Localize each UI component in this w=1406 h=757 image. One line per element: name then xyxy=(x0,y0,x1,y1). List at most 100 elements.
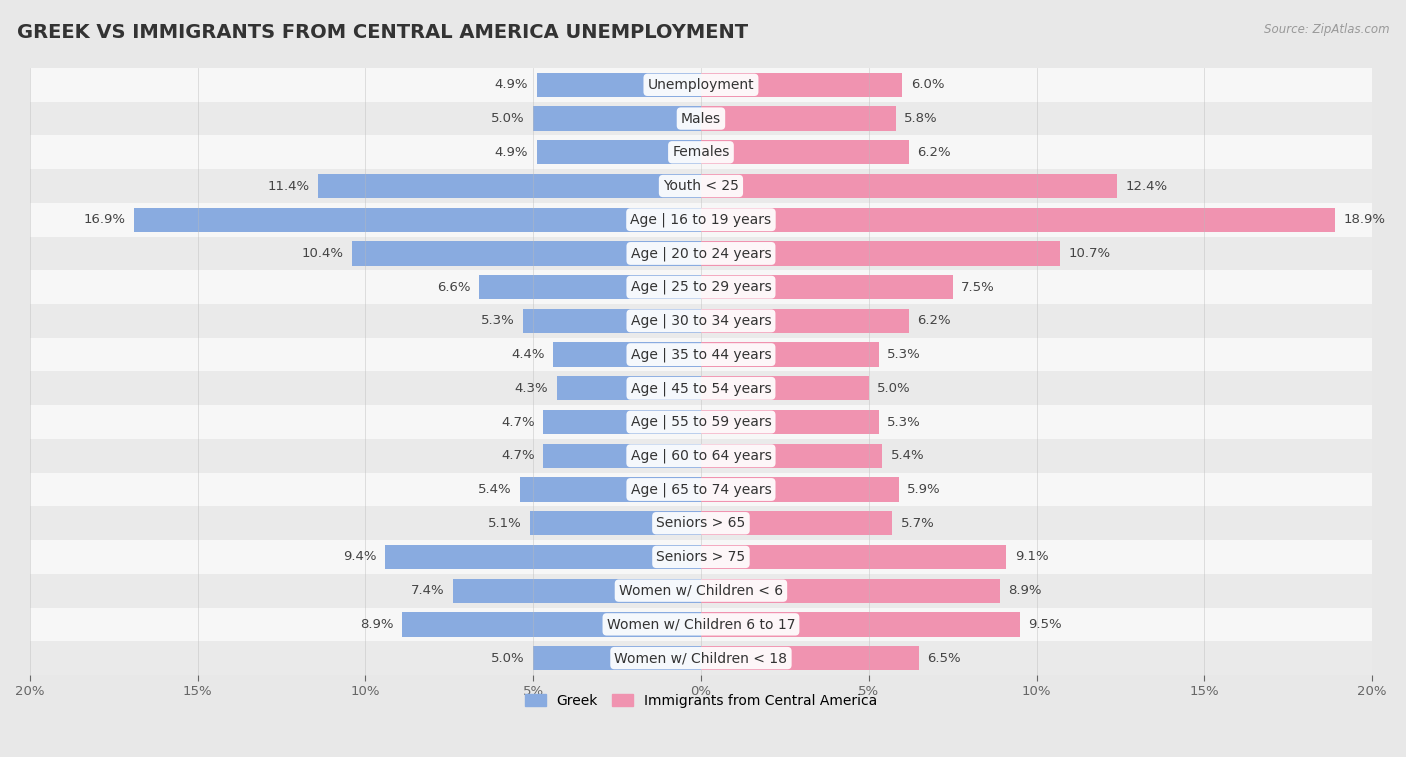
Text: Seniors > 65: Seniors > 65 xyxy=(657,516,745,530)
Text: 6.2%: 6.2% xyxy=(918,314,950,327)
Bar xyxy=(702,309,910,333)
Bar xyxy=(30,304,1372,338)
Bar xyxy=(543,410,702,435)
Text: 12.4%: 12.4% xyxy=(1125,179,1167,192)
Bar xyxy=(702,174,1118,198)
Bar xyxy=(537,73,702,97)
Bar xyxy=(479,275,702,299)
Bar xyxy=(30,169,1372,203)
Text: 6.6%: 6.6% xyxy=(437,281,471,294)
Bar xyxy=(702,342,879,366)
Bar xyxy=(702,140,910,164)
Bar xyxy=(318,174,702,198)
Bar xyxy=(520,478,702,502)
Text: 5.3%: 5.3% xyxy=(887,348,921,361)
Bar xyxy=(537,140,702,164)
Bar xyxy=(30,101,1372,136)
Bar xyxy=(30,237,1372,270)
Bar xyxy=(352,241,702,266)
Bar xyxy=(702,478,898,502)
Legend: Greek, Immigrants from Central America: Greek, Immigrants from Central America xyxy=(519,688,883,714)
Text: 5.4%: 5.4% xyxy=(890,449,924,463)
Text: 11.4%: 11.4% xyxy=(269,179,309,192)
Bar xyxy=(702,410,879,435)
Text: Age | 45 to 54 years: Age | 45 to 54 years xyxy=(631,381,772,396)
Bar xyxy=(533,646,702,670)
Bar xyxy=(702,73,903,97)
Text: Age | 25 to 29 years: Age | 25 to 29 years xyxy=(630,280,772,294)
Text: 6.5%: 6.5% xyxy=(928,652,962,665)
Text: Women w/ Children 6 to 17: Women w/ Children 6 to 17 xyxy=(607,618,796,631)
Bar xyxy=(702,578,1000,603)
Text: 5.3%: 5.3% xyxy=(481,314,515,327)
Bar xyxy=(702,376,869,400)
Text: 5.0%: 5.0% xyxy=(877,382,911,395)
Bar xyxy=(557,376,702,400)
Text: 4.9%: 4.9% xyxy=(495,146,529,159)
Bar xyxy=(702,207,1336,232)
Bar xyxy=(134,207,702,232)
Text: 10.4%: 10.4% xyxy=(301,247,343,260)
Bar xyxy=(30,338,1372,372)
Bar xyxy=(30,574,1372,608)
Text: 6.0%: 6.0% xyxy=(911,79,945,92)
Text: Age | 16 to 19 years: Age | 16 to 19 years xyxy=(630,213,772,227)
Bar xyxy=(30,136,1372,169)
Bar xyxy=(702,545,1007,569)
Text: Women w/ Children < 18: Women w/ Children < 18 xyxy=(614,651,787,665)
Text: 4.4%: 4.4% xyxy=(512,348,546,361)
Text: 10.7%: 10.7% xyxy=(1069,247,1111,260)
Text: 7.4%: 7.4% xyxy=(411,584,444,597)
Text: 5.8%: 5.8% xyxy=(904,112,938,125)
Bar xyxy=(30,506,1372,540)
Bar xyxy=(30,472,1372,506)
Text: 7.5%: 7.5% xyxy=(962,281,995,294)
Text: Age | 30 to 34 years: Age | 30 to 34 years xyxy=(631,313,772,328)
Text: 5.7%: 5.7% xyxy=(901,517,935,530)
Bar xyxy=(30,270,1372,304)
Text: 5.0%: 5.0% xyxy=(491,112,524,125)
Bar xyxy=(702,275,953,299)
Bar xyxy=(702,107,896,131)
Bar xyxy=(30,68,1372,101)
Bar xyxy=(402,612,702,637)
Bar xyxy=(523,309,702,333)
Text: Age | 60 to 64 years: Age | 60 to 64 years xyxy=(630,448,772,463)
Text: Women w/ Children < 6: Women w/ Children < 6 xyxy=(619,584,783,597)
Text: Source: ZipAtlas.com: Source: ZipAtlas.com xyxy=(1264,23,1389,36)
Text: 6.2%: 6.2% xyxy=(918,146,950,159)
Text: Females: Females xyxy=(672,145,730,159)
Text: 5.4%: 5.4% xyxy=(478,483,512,496)
Text: Age | 20 to 24 years: Age | 20 to 24 years xyxy=(631,246,772,260)
Bar xyxy=(702,612,1019,637)
Bar xyxy=(533,107,702,131)
Bar xyxy=(702,646,920,670)
Bar xyxy=(385,545,702,569)
Bar xyxy=(30,540,1372,574)
Bar xyxy=(543,444,702,468)
Text: Age | 55 to 59 years: Age | 55 to 59 years xyxy=(630,415,772,429)
Text: 5.9%: 5.9% xyxy=(907,483,941,496)
Text: Seniors > 75: Seniors > 75 xyxy=(657,550,745,564)
Text: 8.9%: 8.9% xyxy=(1008,584,1042,597)
Text: Unemployment: Unemployment xyxy=(648,78,754,92)
Bar xyxy=(30,405,1372,439)
Text: 4.3%: 4.3% xyxy=(515,382,548,395)
Text: 9.4%: 9.4% xyxy=(343,550,377,563)
Bar xyxy=(702,241,1060,266)
Text: Youth < 25: Youth < 25 xyxy=(664,179,740,193)
Bar xyxy=(30,641,1372,675)
Text: 5.3%: 5.3% xyxy=(887,416,921,428)
Text: GREEK VS IMMIGRANTS FROM CENTRAL AMERICA UNEMPLOYMENT: GREEK VS IMMIGRANTS FROM CENTRAL AMERICA… xyxy=(17,23,748,42)
Text: 4.7%: 4.7% xyxy=(501,449,534,463)
Bar xyxy=(702,511,893,535)
Bar xyxy=(30,439,1372,472)
Text: 18.9%: 18.9% xyxy=(1344,213,1386,226)
Text: Age | 65 to 74 years: Age | 65 to 74 years xyxy=(630,482,772,497)
Text: 5.1%: 5.1% xyxy=(488,517,522,530)
Text: 16.9%: 16.9% xyxy=(83,213,125,226)
Bar xyxy=(554,342,702,366)
Bar xyxy=(30,372,1372,405)
Bar xyxy=(30,203,1372,237)
Text: Age | 35 to 44 years: Age | 35 to 44 years xyxy=(631,347,772,362)
